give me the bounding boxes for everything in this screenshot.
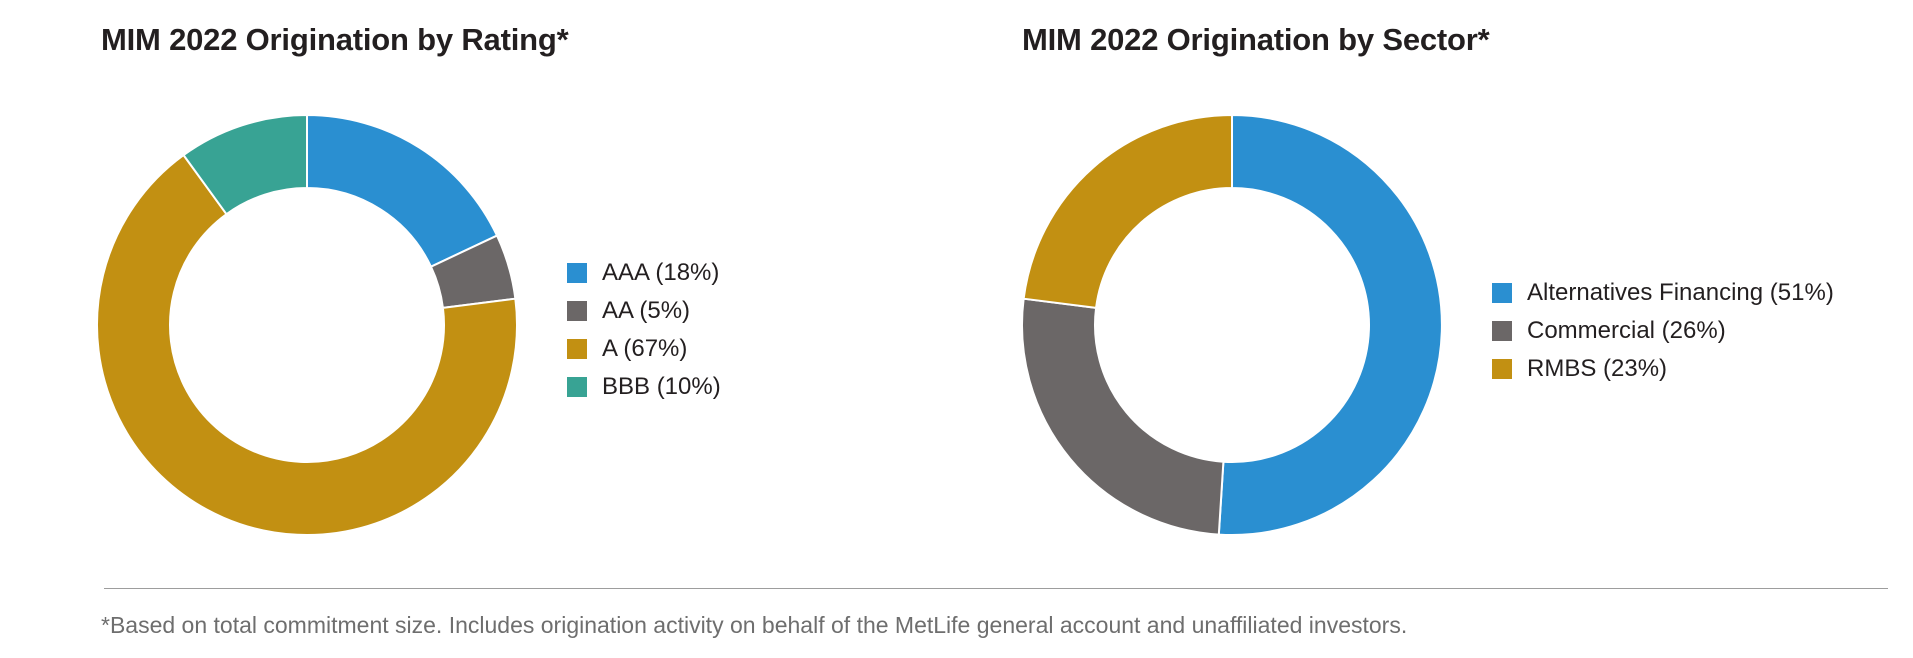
slice-alternatives-financing [1217, 113, 1443, 536]
rating-legend: AAA (18%) AA (5%) A (67%) BBB (10%) [567, 254, 721, 406]
legend-label: RMBS (23%) [1527, 355, 1668, 382]
legend-item-aaa: AAA (18%) [567, 254, 721, 292]
footnote: *Based on total commitment size. Include… [101, 612, 1408, 638]
slice-aaa [306, 113, 499, 269]
sector-chart-title: MIM 2022 Origination by Sector* [1022, 22, 1490, 57]
rating-donut-chart [96, 113, 518, 536]
legend-label: BBB (10%) [602, 373, 721, 400]
slice-a [96, 153, 518, 536]
legend-item-aa: AA (5%) [567, 292, 721, 330]
legend-label: AA (5%) [602, 297, 691, 324]
rating-chart-title: MIM 2022 Origination by Rating* [101, 22, 569, 57]
slice-bbb [182, 113, 308, 216]
legend-label: A (67%) [602, 335, 688, 362]
sector-donut-chart [1021, 113, 1443, 536]
legend-item-alternatives-financing: Alternatives Financing (51%) [1492, 274, 1834, 312]
legend-swatch [1492, 359, 1512, 379]
legend-swatch [567, 301, 587, 321]
legend-label: Alternatives Financing (51%) [1527, 279, 1834, 306]
legend-swatch [567, 377, 587, 397]
sector-legend: Alternatives Financing (51%) Commercial (… [1492, 274, 1834, 388]
legend-item-commercial: Commercial (26%) [1492, 312, 1834, 350]
legend-label: Commercial (26%) [1527, 317, 1726, 344]
footnote-divider [104, 588, 1888, 589]
legend-item-rmbs: RMBS (23%) [1492, 350, 1834, 388]
legend-swatch [1492, 321, 1512, 341]
legend-swatch [567, 339, 587, 359]
slice-commercial [1021, 297, 1225, 536]
legend-item-a: A (67%) [567, 330, 721, 368]
legend-swatch [1492, 283, 1512, 303]
legend-label: AAA (18%) [602, 259, 720, 286]
slice-rmbs [1022, 113, 1233, 309]
legend-swatch [567, 263, 587, 283]
legend-item-bbb: BBB (10%) [567, 368, 721, 406]
